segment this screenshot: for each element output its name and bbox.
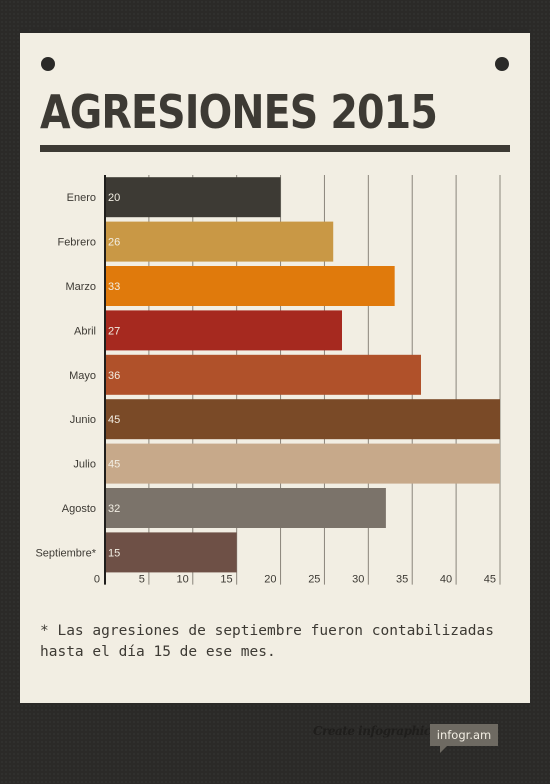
category-label-3: Abril (74, 325, 96, 337)
bar-3 (105, 310, 342, 351)
x-tick-label-9: 45 (484, 574, 496, 586)
x-tick-label-3: 15 (220, 574, 232, 586)
category-label-5: Junio (70, 414, 96, 426)
bar-value-label-8: 15 (108, 547, 120, 559)
bar-7 (105, 488, 386, 528)
bar-chart: 20 Enero 26 Febrero 33 Marzo 27 Abril 36 Mayo 45 Ju… (35, 175, 501, 586)
bar-value-label-4: 36 (108, 370, 120, 382)
badge-tail (440, 746, 447, 753)
scalloped-edge (20, 28, 530, 38)
bar-value-label-6: 45 (108, 459, 120, 471)
title-rule (40, 145, 510, 152)
category-label-8: Septiembre* (35, 547, 96, 559)
create-infographics-link[interactable]: Create infographics (313, 724, 437, 738)
punch-hole-right (495, 57, 509, 71)
bar-5 (105, 399, 500, 440)
bar-value-label-1: 26 (108, 237, 120, 249)
x-tick-label-7: 35 (396, 574, 408, 586)
bar-8 (105, 532, 237, 573)
x-tick-label-0: 0 (94, 574, 100, 586)
bar-value-label-7: 32 (108, 503, 120, 515)
bar-value-label-2: 33 (108, 281, 120, 293)
x-tick-label-8: 40 (440, 574, 452, 586)
category-label-4: Mayo (69, 370, 96, 382)
bar-value-label-5: 45 (108, 414, 120, 426)
bar-0 (105, 177, 281, 218)
bar-4 (105, 354, 421, 395)
x-tick-label-6: 30 (352, 574, 364, 586)
chart-title: AGRESIONES 2015 (40, 85, 438, 139)
punch-hole-left (41, 57, 55, 71)
x-tick-label-4: 20 (264, 574, 276, 586)
x-tick-label-1: 5 (139, 574, 145, 586)
infogram-badge[interactable]: infogr.am (430, 724, 498, 746)
category-label-6: Julio (73, 459, 96, 471)
category-label-1: Febrero (57, 237, 96, 249)
bar-value-label-0: 20 (108, 192, 120, 204)
bar-1 (105, 221, 334, 262)
bar-6 (105, 443, 500, 484)
category-label-7: Agosto (62, 503, 96, 515)
bar-value-label-3: 27 (108, 325, 120, 337)
category-label-2: Marzo (65, 281, 96, 293)
category-label-0: Enero (67, 192, 96, 204)
footnote: * Las agresiones de septiembre fueron co… (40, 623, 494, 660)
x-tick-label-2: 10 (177, 574, 189, 586)
infographic-card: AGRESIONES 2015 20 Enero 26 Febrero 33 Marzo 2… (20, 28, 530, 703)
x-tick-label-5: 25 (308, 574, 320, 586)
bar-2 (105, 266, 395, 306)
